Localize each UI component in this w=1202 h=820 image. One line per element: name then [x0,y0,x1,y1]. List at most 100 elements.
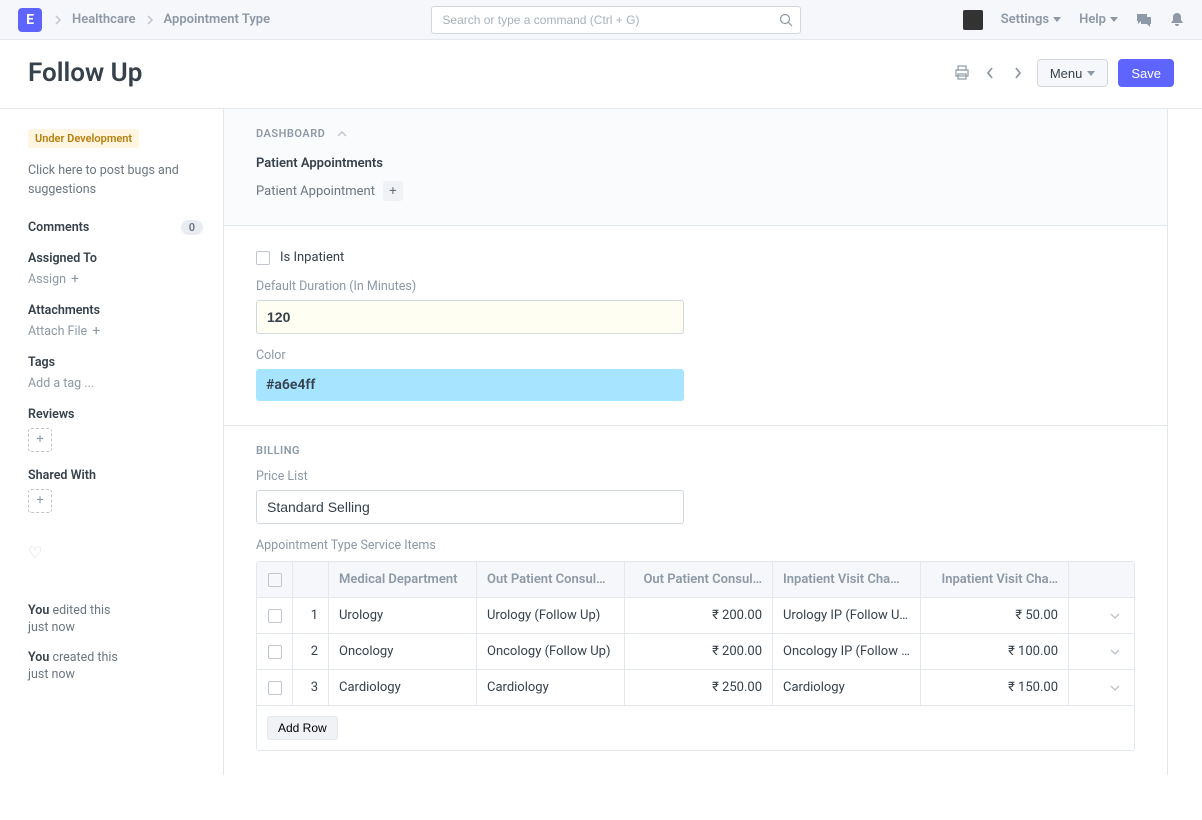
prev-icon[interactable] [981,64,999,82]
row-op-item[interactable]: Urology (Follow Up) [477,598,625,633]
dev-badge[interactable]: Under Development [28,129,139,148]
timeline-item: You edited this just now [28,602,203,637]
row-checkbox[interactable] [257,670,293,705]
row-dept[interactable]: Urology [329,598,477,633]
user-avatar[interactable] [963,10,983,30]
header-actions [1069,562,1134,597]
body: Under Development Click here to post bug… [0,109,1202,775]
add-row-button[interactable]: Add Row [267,716,338,740]
dashboard-label: DASHBOARD [256,127,325,140]
row-checkbox[interactable] [257,634,293,669]
table-row[interactable]: 2 Oncology Oncology (Follow Up) ₹ 200.00… [257,634,1134,670]
like-icon[interactable]: ♡ [28,543,203,562]
row-op-charge[interactable]: ₹ 250.00 [625,670,773,705]
attach-file-button[interactable]: Attach File + [28,324,203,339]
settings-menu[interactable]: Settings [1001,12,1061,27]
navbar-left: E Healthcare Appointment Type [18,8,270,32]
dashboard-heading[interactable]: DASHBOARD [256,127,1135,140]
row-dept[interactable]: Oncology [329,634,477,669]
page-header: Follow Up Menu Save [0,40,1202,109]
form-sidebar: Under Development Click here to post bug… [0,109,223,775]
chat-icon[interactable] [1136,13,1152,27]
row-expand[interactable] [1069,598,1134,633]
attach-label: Attach File [28,324,87,339]
breadcrumb-item[interactable]: Healthcare [72,12,136,27]
row-dept[interactable]: Cardiology [329,670,477,705]
header-ip-item[interactable]: Inpatient Visit Cha… [773,562,921,597]
page-title: Follow Up [28,58,142,88]
header-op-item[interactable]: Out Patient Consul… [477,562,625,597]
next-icon[interactable] [1009,64,1027,82]
save-button[interactable]: Save [1118,59,1174,87]
row-ip-item[interactable]: Urology IP (Follow U… [773,598,921,633]
row-expand[interactable] [1069,634,1134,669]
row-ip-charge[interactable]: ₹ 100.00 [921,634,1069,669]
price-list-label: Price List [256,469,1135,484]
service-items-label: Appointment Type Service Items [256,538,1135,553]
billing-heading: BILLING [256,444,1135,457]
header-op-charge[interactable]: Out Patient Consul… [625,562,773,597]
header-checkbox[interactable] [257,562,293,597]
price-list-input[interactable] [256,490,684,524]
breadcrumb-item[interactable]: Appointment Type [164,12,271,27]
checkbox-icon [268,573,282,587]
add-review-button[interactable]: + [28,428,52,452]
attachments-title: Attachments [28,303,203,318]
timeline: You edited this just now You created thi… [28,602,203,684]
bug-report-link[interactable]: Click here to post bugs and suggestions [28,162,203,200]
menu-button[interactable]: Menu [1037,59,1109,87]
search-icon[interactable] [779,13,793,27]
row-ip-item[interactable]: Oncology IP (Follow … [773,634,921,669]
reviews-title: Reviews [28,407,203,422]
timeline-item: You created this just now [28,649,203,684]
chevron-right-icon [146,15,154,25]
form-section: Is Inpatient Default Duration (In Minute… [224,226,1167,426]
header-ip-charge[interactable]: Inpatient Visit Cha… [921,562,1069,597]
timeline-user: You [28,603,49,618]
assign-button[interactable]: Assign + [28,272,203,287]
print-icon[interactable] [953,64,971,82]
color-label: Color [256,348,1135,363]
row-idx: 1 [293,598,329,633]
row-op-charge[interactable]: ₹ 200.00 [625,598,773,633]
table-row[interactable]: 3 Cardiology Cardiology ₹ 250.00 Cardiol… [257,670,1134,706]
row-op-item[interactable]: Cardiology [477,670,625,705]
row-ip-charge[interactable]: ₹ 50.00 [921,598,1069,633]
bell-icon[interactable] [1170,12,1184,28]
page-actions: Menu Save [953,59,1174,87]
app-logo[interactable]: E [18,8,42,32]
comments-title[interactable]: Comments 0 [28,220,203,235]
assigned-title: Assigned To [28,251,203,266]
color-input[interactable]: #a6e4ff [256,369,684,401]
chevron-right-icon [54,15,62,25]
checkbox-icon [268,681,282,695]
timeline-action: edited this [49,603,110,618]
table-row[interactable]: 1 Urology Urology (Follow Up) ₹ 200.00 U… [257,598,1134,634]
assign-label: Assign [28,272,66,287]
row-ip-charge[interactable]: ₹ 150.00 [921,670,1069,705]
add-tag-button[interactable]: Add a tag ... [28,376,203,391]
table-header: Medical Department Out Patient Consul… O… [257,562,1134,598]
is-inpatient-checkbox[interactable]: Is Inpatient [256,250,1135,265]
header-dept[interactable]: Medical Department [329,562,477,597]
row-idx: 3 [293,670,329,705]
dashboard-subheading: Patient Appointments [256,156,1135,171]
row-ip-item[interactable]: Cardiology [773,670,921,705]
comments-count: 0 [181,220,203,235]
plus-icon[interactable]: + [383,181,403,201]
service-items-table: Medical Department Out Patient Consul… O… [256,561,1135,751]
search-input[interactable] [431,6,801,34]
row-op-charge[interactable]: ₹ 200.00 [625,634,773,669]
plus-icon: + [71,272,79,286]
duration-input[interactable] [256,300,684,334]
duration-label: Default Duration (In Minutes) [256,279,1135,294]
row-expand[interactable] [1069,670,1134,705]
checkbox-icon [256,251,270,265]
add-share-button[interactable]: + [28,489,52,513]
comments-label: Comments [28,220,89,235]
tags-title: Tags [28,355,203,370]
dashboard-link[interactable]: Patient Appointment + [256,181,403,201]
row-checkbox[interactable] [257,598,293,633]
row-op-item[interactable]: Oncology (Follow Up) [477,634,625,669]
help-menu[interactable]: Help [1079,12,1118,27]
